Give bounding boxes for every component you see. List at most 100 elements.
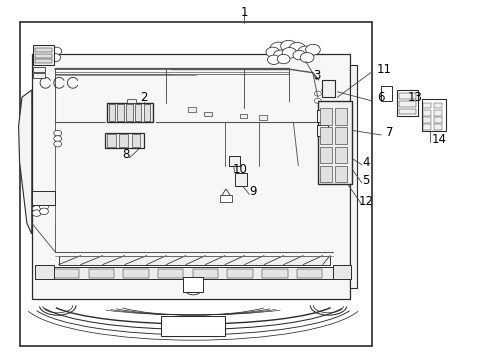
Circle shape — [321, 88, 327, 92]
Bar — [433, 110, 441, 116]
Circle shape — [300, 53, 313, 63]
Text: 11: 11 — [376, 63, 391, 76]
Bar — [396, 90, 417, 116]
Bar — [234, 173, 247, 186]
Bar — [35, 54, 52, 58]
Circle shape — [288, 42, 305, 55]
Bar — [398, 101, 415, 107]
Bar — [20, 22, 371, 346]
Bar — [320, 108, 331, 125]
Bar — [88, 269, 114, 278]
Circle shape — [329, 88, 335, 92]
Bar — [135, 104, 141, 121]
Bar — [33, 45, 54, 65]
Bar — [106, 103, 153, 122]
Circle shape — [324, 91, 330, 96]
Text: 9: 9 — [249, 185, 257, 198]
Bar — [320, 166, 331, 182]
Circle shape — [241, 180, 246, 184]
Bar — [59, 256, 329, 265]
Circle shape — [277, 54, 289, 64]
Bar — [35, 265, 54, 279]
Circle shape — [39, 197, 45, 201]
Bar — [143, 104, 150, 121]
Circle shape — [54, 136, 61, 141]
Text: 10: 10 — [232, 163, 246, 176]
Polygon shape — [349, 65, 356, 288]
Bar — [398, 109, 415, 114]
Bar — [32, 191, 55, 205]
Text: 3: 3 — [312, 69, 320, 82]
Bar — [188, 107, 196, 112]
Circle shape — [305, 44, 320, 55]
Circle shape — [32, 210, 41, 216]
Bar — [423, 110, 430, 116]
Circle shape — [43, 46, 54, 54]
Bar — [126, 104, 132, 121]
Circle shape — [267, 55, 280, 64]
Circle shape — [292, 50, 305, 60]
Circle shape — [36, 48, 47, 56]
Circle shape — [297, 46, 313, 58]
Bar — [316, 110, 327, 122]
Circle shape — [42, 53, 53, 60]
Bar — [228, 156, 239, 166]
Bar — [381, 86, 391, 101]
Bar — [54, 269, 79, 278]
Circle shape — [46, 197, 52, 201]
Bar — [183, 277, 203, 292]
Bar — [421, 99, 445, 131]
Circle shape — [383, 91, 389, 96]
Bar — [423, 124, 430, 130]
Circle shape — [235, 180, 240, 184]
Bar — [161, 316, 224, 336]
Circle shape — [50, 54, 61, 62]
Bar — [227, 269, 252, 278]
Bar — [35, 59, 52, 63]
Bar — [320, 147, 331, 163]
Bar — [398, 93, 415, 99]
Bar — [321, 80, 335, 97]
Text: 8: 8 — [122, 148, 130, 161]
Circle shape — [54, 130, 61, 136]
Bar — [423, 103, 430, 108]
Circle shape — [280, 40, 296, 52]
Text: 14: 14 — [431, 133, 446, 146]
Bar — [320, 127, 331, 144]
Text: 5: 5 — [361, 174, 369, 186]
Circle shape — [273, 50, 288, 62]
Polygon shape — [221, 189, 230, 196]
Bar — [117, 104, 123, 121]
Bar — [262, 269, 287, 278]
Bar — [332, 265, 350, 279]
Bar — [334, 147, 346, 163]
Bar — [220, 195, 232, 202]
Circle shape — [40, 208, 48, 215]
Circle shape — [314, 98, 321, 103]
Circle shape — [51, 47, 61, 55]
Bar — [105, 133, 144, 148]
Text: 4: 4 — [361, 156, 369, 168]
Bar — [334, 108, 346, 125]
Circle shape — [32, 206, 41, 212]
Circle shape — [40, 204, 48, 210]
Text: 13: 13 — [407, 91, 421, 104]
Bar — [259, 115, 266, 120]
Bar — [433, 117, 441, 123]
Bar — [433, 103, 441, 108]
Text: 7: 7 — [386, 126, 393, 139]
Bar — [192, 269, 218, 278]
Bar — [204, 112, 212, 116]
Text: 6: 6 — [376, 91, 384, 104]
Bar — [33, 67, 45, 72]
Text: 1: 1 — [240, 6, 248, 19]
Bar — [35, 48, 52, 52]
Circle shape — [269, 42, 287, 55]
Bar — [334, 166, 346, 182]
Bar — [239, 114, 247, 118]
Bar — [123, 269, 148, 278]
Bar — [296, 269, 322, 278]
Bar — [316, 125, 327, 136]
Bar — [32, 54, 349, 299]
Circle shape — [282, 48, 296, 58]
